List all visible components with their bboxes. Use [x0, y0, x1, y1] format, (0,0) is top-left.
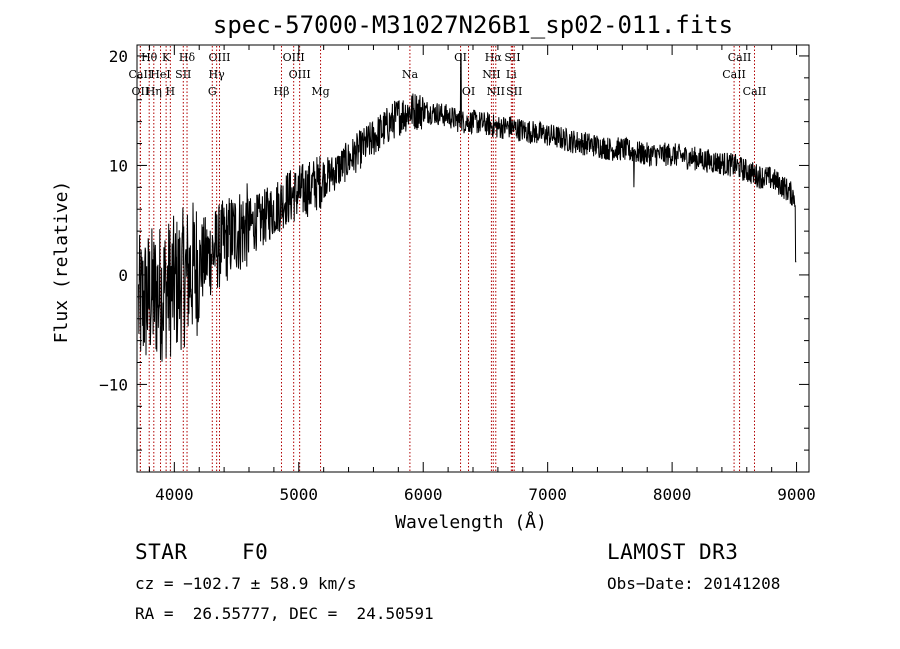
object-class: STAR: [135, 540, 188, 564]
spectral-line-label: OII: [132, 85, 150, 98]
y-axis-label: Flux (relative): [51, 181, 72, 344]
spectral-line-label: CaII: [722, 68, 746, 81]
chart-title: spec-57000-M31027N26B1_sp02-011.fits: [213, 11, 733, 39]
spectral-line-label: Hδ: [179, 51, 196, 64]
spectral-line-label: OIII: [208, 51, 230, 64]
redshift-cz: cz = −102.7 ± 58.9 km/s: [135, 574, 357, 593]
obs-date: Obs−Date: 20141208: [607, 574, 781, 593]
plot-frame: [136, 44, 810, 473]
x-tick-label: 5000: [280, 485, 319, 504]
spectral-line-label: Hθ: [141, 51, 158, 64]
spectral-line-label: Hγ: [209, 68, 226, 81]
x-tick-label: 8000: [653, 485, 692, 504]
spectral-line-label: Hα: [485, 51, 503, 64]
spectral-line-label: K: [162, 51, 171, 64]
spectral-line-label: NII: [482, 68, 500, 81]
x-axis: 4000 5000 6000 7000 8000 9000: [148, 45, 816, 504]
spectral-line-label: SII: [175, 68, 191, 81]
spectral-line-label: OIII: [289, 68, 311, 81]
x-tick-label: 7000: [528, 485, 567, 504]
spectral-line-label: HeI: [150, 68, 170, 81]
spectral-line-label: Li: [506, 68, 517, 81]
spectral-line-label: G: [208, 85, 217, 98]
spectral-line-label: H: [166, 85, 176, 98]
subclass: F0: [242, 540, 269, 564]
spectral-line-label: OI: [462, 85, 475, 98]
spectral-line-label: CaII: [728, 51, 752, 64]
spectral-line-label: Mg: [311, 85, 329, 98]
spectral-line-label: SII: [506, 85, 522, 98]
spectral-line-label: NII: [487, 85, 505, 98]
y-tick-label: −10: [99, 375, 128, 394]
survey-name: LAMOST DR3: [607, 540, 739, 564]
spectral-line-label: Na: [402, 68, 419, 81]
spectral-line-label: Hη: [146, 85, 162, 98]
spectral-line-label: SII: [504, 51, 520, 64]
spectral-line-label: CaII: [743, 85, 767, 98]
spectrum-line: [138, 53, 797, 362]
x-tick-label: 9000: [777, 485, 816, 504]
x-tick-label: 4000: [155, 485, 194, 504]
x-axis-label: Wavelength (Å): [395, 511, 547, 533]
y-tick-label: 10: [109, 156, 128, 175]
spectral-line-label: Hβ: [274, 85, 290, 98]
spectral-line-label: OIII: [283, 51, 305, 64]
y-axis: −10 0 10 20: [99, 47, 809, 473]
y-tick-label: 0: [118, 266, 128, 285]
coordinates: RA = 26.55777, DEC = 24.50591: [135, 604, 434, 623]
y-tick-label: 20: [109, 47, 128, 66]
x-tick-label: 6000: [404, 485, 443, 504]
